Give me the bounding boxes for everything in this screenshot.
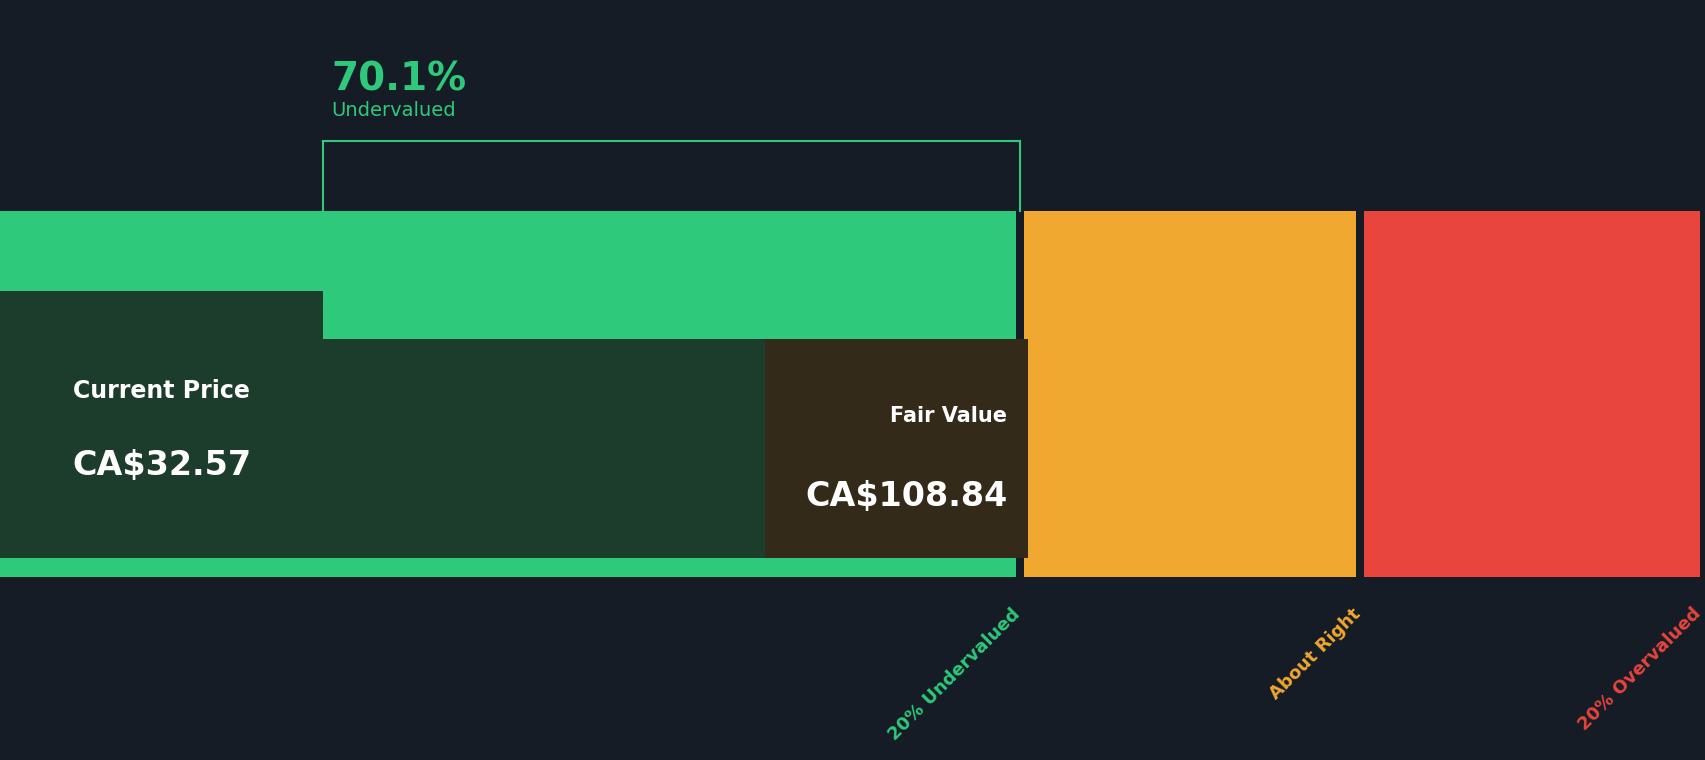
Bar (764, 339, 1028, 559)
Text: Fair Value: Fair Value (890, 406, 1006, 426)
Text: 20% Overvalued: 20% Overvalued (1574, 605, 1703, 734)
Bar (0, 291, 322, 540)
Text: CA$32.57: CA$32.57 (72, 449, 251, 482)
Text: Current Price: Current Price (73, 379, 249, 403)
Text: About Right: About Right (1265, 605, 1364, 703)
Text: CA$108.84: CA$108.84 (805, 480, 1006, 514)
Bar (0, 339, 1014, 559)
Bar (1023, 211, 1355, 577)
Bar (1364, 211, 1698, 577)
Text: 70.1%: 70.1% (331, 61, 467, 99)
Text: 20% Undervalued: 20% Undervalued (885, 605, 1023, 743)
Bar (0, 211, 1014, 577)
Text: Undervalued: Undervalued (331, 100, 455, 119)
